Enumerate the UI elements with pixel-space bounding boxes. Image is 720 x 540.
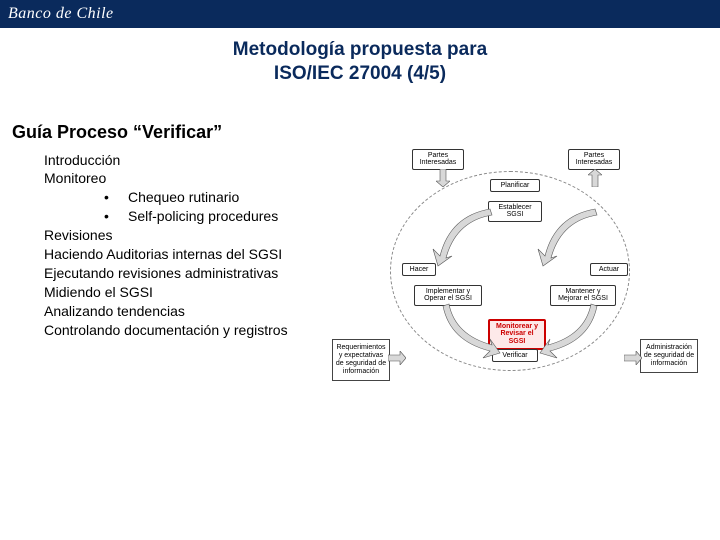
outline-column: Introducción Monitoreo • Chequeo rutinar… xyxy=(0,151,340,431)
outline-item: Monitoreo xyxy=(44,169,340,188)
arrow-top-right-out xyxy=(588,169,602,187)
outline-item: Analizando tendencias xyxy=(44,302,340,321)
outline-item: Introducción xyxy=(44,151,340,170)
box-partes-out: Partes Interesadas xyxy=(568,149,620,170)
arrow-do-to-check xyxy=(435,301,505,361)
box-planificar: Planificar xyxy=(490,179,540,193)
title-line-1: Metodología propuesta para xyxy=(0,38,720,62)
bank-logo: Banco de Chile xyxy=(8,5,114,23)
sub-bullets: • Chequeo rutinario • Self-policing proc… xyxy=(44,188,340,226)
header-bar: Banco de Chile xyxy=(0,0,720,28)
title-line-2: ISO/IEC 27004 (4/5) xyxy=(0,62,720,86)
outline-item: Ejecutando revisiones administrativas xyxy=(44,264,340,283)
bullet-icon: • xyxy=(104,188,128,207)
arrow-act-to-plan xyxy=(535,201,605,271)
sub-item: Chequeo rutinario xyxy=(128,188,239,207)
box-administracion: Administración de seguridad de informaci… xyxy=(640,339,698,373)
bullet-icon: • xyxy=(104,207,128,226)
arrow-right-out xyxy=(624,351,642,365)
outline-item: Haciendo Auditorias internas del SGSI xyxy=(44,245,340,264)
arrow-top-left-in xyxy=(436,169,450,187)
box-partes-in: Partes Interesadas xyxy=(412,149,464,170)
outline-item: Controlando documentación y registros xyxy=(44,321,340,340)
slide-title: Metodología propuesta para ISO/IEC 27004… xyxy=(0,38,720,86)
pdca-diagram: Partes Interesadas Partes Interesadas Pl… xyxy=(340,151,720,431)
box-requerimientos: Requerimientos y expectativas de segurid… xyxy=(332,339,390,381)
arrow-plan-to-do xyxy=(430,201,500,271)
outline-item: Revisiones xyxy=(44,226,340,245)
arrow-left-in xyxy=(388,351,406,365)
content-row: Introducción Monitoreo • Chequeo rutinar… xyxy=(0,151,720,431)
outline-item: Midiendo el SGSI xyxy=(44,283,340,302)
arrow-check-to-act xyxy=(535,301,605,361)
section-heading: Guía Proceso “Verificar” xyxy=(12,122,720,143)
sub-item: Self-policing procedures xyxy=(128,207,278,226)
